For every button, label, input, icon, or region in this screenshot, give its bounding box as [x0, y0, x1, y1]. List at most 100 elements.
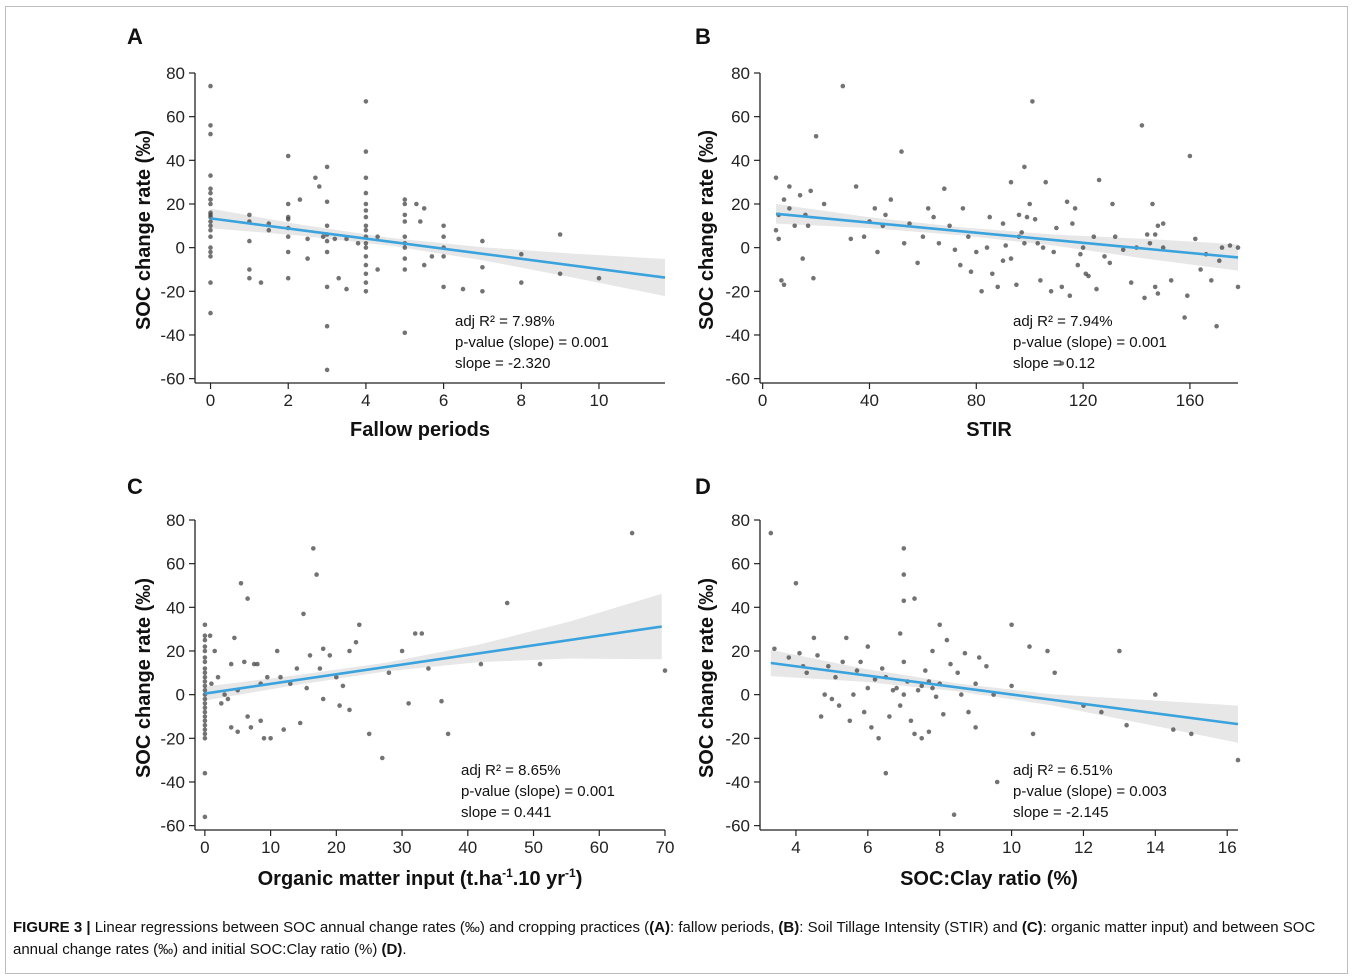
data-point	[1078, 251, 1083, 257]
data-point	[247, 238, 252, 244]
data-point	[861, 709, 867, 715]
y-tick-label: -60	[725, 817, 750, 836]
data-point	[1139, 123, 1145, 128]
data-point	[426, 666, 431, 671]
data-point	[208, 186, 213, 191]
data-point	[1152, 284, 1158, 290]
data-point	[854, 668, 860, 673]
data-point	[402, 330, 408, 336]
data-point	[344, 286, 349, 292]
data-point	[208, 173, 213, 178]
data-point	[363, 201, 369, 207]
data-point	[1171, 727, 1176, 732]
data-point	[219, 701, 224, 706]
stat-annotation: slope = -2.145	[1013, 804, 1109, 821]
data-point	[208, 83, 213, 89]
data-point	[347, 648, 352, 654]
data-point	[1153, 692, 1158, 697]
data-point	[818, 714, 824, 719]
stat-annotation: slope = 0.441	[461, 804, 552, 821]
data-point	[883, 212, 888, 218]
data-point	[990, 271, 995, 277]
data-point	[402, 201, 408, 207]
y-tick-label: -40	[160, 326, 185, 345]
data-point	[222, 692, 227, 697]
data-point	[962, 650, 968, 656]
data-point	[324, 199, 330, 205]
data-point	[202, 655, 208, 660]
y-tick-label: 40	[166, 598, 185, 617]
data-point	[480, 238, 485, 244]
data-point	[297, 720, 303, 726]
x-tick-label: 160	[1176, 391, 1204, 410]
x-tick-label: 70	[656, 838, 675, 857]
data-point	[202, 727, 208, 732]
data-point	[879, 666, 885, 671]
data-point	[285, 234, 291, 239]
stat-annotation: p-value (slope) = 0.001	[1013, 334, 1167, 351]
x-tick-label: 10	[1002, 838, 1021, 857]
x-tick-label: 0	[758, 391, 767, 410]
data-point	[836, 703, 842, 708]
data-point	[363, 254, 369, 259]
data-point	[478, 661, 484, 667]
data-point	[629, 530, 635, 536]
data-point	[1027, 644, 1032, 649]
y-axis-title: SOC change rate (‰)	[133, 578, 155, 778]
data-point	[294, 666, 300, 671]
data-point	[1022, 164, 1027, 170]
data-point	[278, 674, 283, 680]
x-axis-title: STIR	[966, 419, 1012, 441]
data-point	[304, 685, 310, 691]
data-point	[1227, 243, 1233, 248]
data-point	[305, 236, 310, 242]
y-tick-label: 80	[166, 64, 185, 83]
data-point	[202, 770, 208, 776]
data-point	[363, 99, 369, 104]
data-point	[1110, 201, 1115, 207]
caption-label: FIGURE 3 |	[13, 919, 91, 936]
regression-line	[775, 212, 1239, 259]
data-point	[314, 572, 319, 577]
data-point	[1027, 201, 1032, 207]
data-point	[202, 722, 208, 728]
data-point	[912, 731, 917, 737]
x-tick-label: 4	[791, 838, 800, 857]
data-point	[1124, 722, 1129, 728]
data-point	[414, 201, 419, 207]
x-tick-label: 40	[458, 838, 477, 857]
data-point	[776, 236, 781, 242]
data-point	[334, 674, 339, 680]
data-point	[1160, 221, 1166, 226]
data-point	[202, 709, 208, 715]
data-point	[865, 685, 871, 691]
data-point	[1038, 278, 1043, 283]
data-point	[1187, 153, 1193, 159]
data-point	[899, 149, 904, 154]
confidence-band	[204, 593, 662, 701]
data-point	[202, 701, 208, 706]
y-tick-label: -20	[725, 729, 750, 748]
data-point	[869, 725, 874, 730]
y-tick-label: 60	[731, 555, 750, 574]
data-point	[1155, 223, 1161, 229]
data-point	[1160, 245, 1166, 250]
figure-frame	[5, 6, 1348, 974]
data-point	[324, 367, 330, 373]
data-point	[208, 197, 213, 202]
y-tick-label: -20	[160, 282, 185, 301]
data-point	[208, 223, 213, 229]
data-point	[941, 712, 946, 717]
data-point	[202, 633, 208, 638]
data-point	[228, 725, 234, 730]
data-point	[245, 714, 250, 719]
stat-annotation: p-value (slope) = 0.003	[1013, 783, 1167, 800]
data-point	[853, 184, 859, 189]
data-point	[931, 214, 936, 220]
data-point	[1155, 291, 1161, 296]
data-point	[1035, 241, 1040, 246]
data-point	[779, 278, 784, 283]
data-point	[245, 596, 250, 601]
panel-letter: C	[127, 474, 143, 499]
data-point	[212, 648, 217, 654]
